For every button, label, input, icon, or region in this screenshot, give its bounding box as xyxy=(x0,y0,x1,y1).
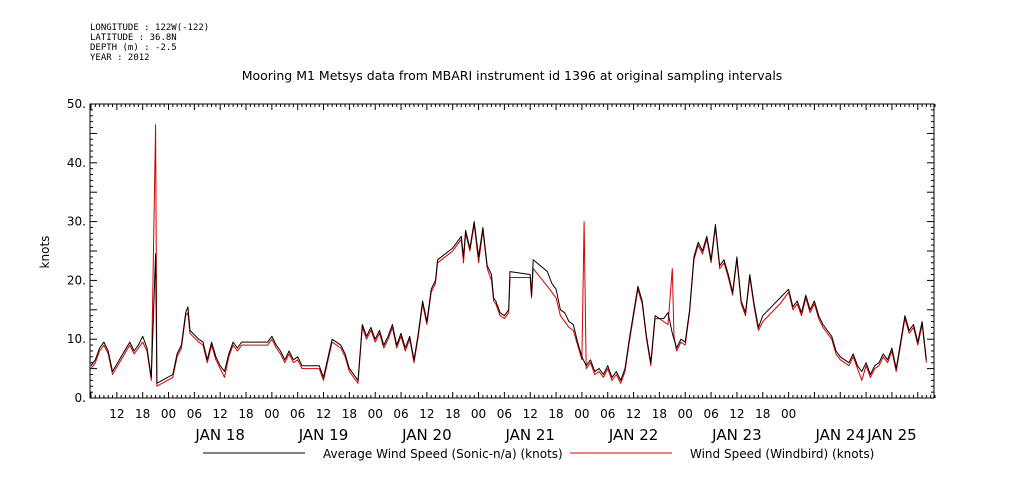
x-tick-label: 00 xyxy=(781,407,796,421)
x-tick-label: 06 xyxy=(703,407,718,421)
x-tick-label: 18 xyxy=(238,407,253,421)
y-tick-labels: 0. 10. 20. 30. 40. 50. xyxy=(67,97,86,405)
legend-label-average: Average Wind Speed (Sonic-n/a) (knots) xyxy=(323,447,563,461)
day-label: JAN 23 xyxy=(711,426,762,444)
x-tick-label: 06 xyxy=(290,407,305,421)
x-tick-label: 12 xyxy=(729,407,744,421)
plot-frame xyxy=(89,103,935,399)
x-tick-label: 18 xyxy=(135,407,150,421)
y-tick-label: 20. xyxy=(67,273,86,287)
x-tick-label: 06 xyxy=(497,407,512,421)
legend-label-windbird: Wind Speed (Windbird) (knots) xyxy=(690,447,874,461)
latitude-label: LATITUDE : 36.8N xyxy=(90,33,177,43)
y-tick-label: 10. xyxy=(67,332,86,346)
x-tick-label: 12 xyxy=(213,407,228,421)
day-label: JAN 19 xyxy=(298,426,349,444)
x-tick-label: 18 xyxy=(755,407,770,421)
x-tick-label: 12 xyxy=(419,407,434,421)
series-line-windbird xyxy=(90,124,927,387)
x-tick-label: 00 xyxy=(471,407,486,421)
x-tick-label: 06 xyxy=(600,407,615,421)
day-label: JAN 20 xyxy=(401,426,452,444)
x-tick-label: 06 xyxy=(393,407,408,421)
x-tick-label: 06 xyxy=(187,407,202,421)
y-tick-label: 0. xyxy=(75,391,86,405)
axis-ticks xyxy=(90,103,936,399)
day-label: JAN 24 xyxy=(815,426,866,444)
x-tick-label: 12 xyxy=(523,407,538,421)
x-tick-label: 00 xyxy=(574,407,589,421)
data-series xyxy=(90,124,927,387)
y-axis-label: knots xyxy=(38,236,52,269)
x-tick-label: 00 xyxy=(368,407,383,421)
x-tick-labels: 12 18 00 06 12 18 00 06 12 18 00 06 12 18 00 06 12 18 00 06… xyxy=(109,407,796,421)
day-labels: JAN 18 JAN 19 JAN 20 JAN 21 JAN 22 JAN 23 JAN … xyxy=(194,426,916,444)
x-tick-label: 18 xyxy=(445,407,460,421)
y-tick-label: 40. xyxy=(67,156,86,170)
year-label: YEAR : 2012 xyxy=(90,53,150,63)
series-line-average-wind xyxy=(90,221,927,384)
day-label: JAN 25 xyxy=(866,426,917,444)
x-tick-label: 18 xyxy=(342,407,357,421)
y-tick-label: 30. xyxy=(67,215,86,229)
x-tick-label: 12 xyxy=(316,407,331,421)
longitude-label: LONGITUDE : 122W(-122) xyxy=(90,23,209,33)
x-tick-label: 18 xyxy=(652,407,667,421)
y-tick-label: 50. xyxy=(67,97,86,111)
x-tick-label: 00 xyxy=(264,407,279,421)
day-label: JAN 21 xyxy=(504,426,555,444)
x-tick-label: 00 xyxy=(161,407,176,421)
x-tick-label: 12 xyxy=(626,407,641,421)
depth-label: DEPTH (m) : -2.5 xyxy=(90,43,177,53)
x-tick-label: 18 xyxy=(548,407,563,421)
day-label: JAN 18 xyxy=(194,426,245,444)
chart-title: Mooring M1 Metsys data from MBARI instru… xyxy=(242,68,783,83)
day-label: JAN 22 xyxy=(608,426,659,444)
x-tick-label: 12 xyxy=(109,407,124,421)
x-tick-label: 00 xyxy=(678,407,693,421)
